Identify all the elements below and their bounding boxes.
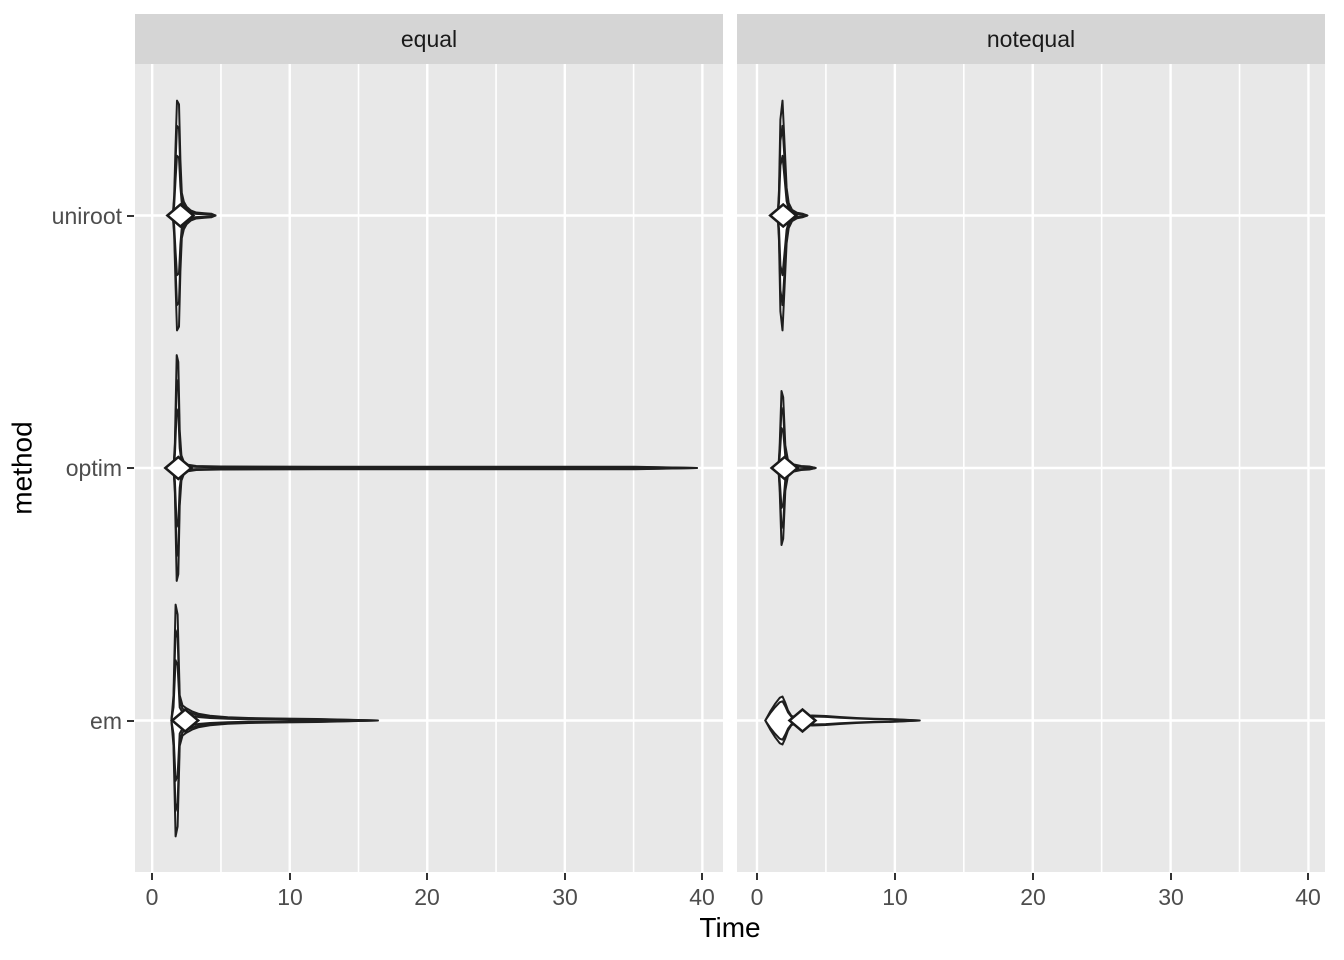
x-tick-mark (1170, 873, 1172, 880)
x-tick-label: 30 (552, 884, 578, 910)
facet-strip-equal: equal (135, 14, 723, 64)
x-tick-mark (894, 873, 896, 880)
x-axis-title: Time (699, 912, 761, 943)
y-tick-mark (127, 467, 134, 469)
facet-strip-label: notequal (986, 25, 1076, 52)
violin-equal-em (170, 659, 379, 782)
mean-diamond-equal-optim (163, 455, 194, 481)
panel-equal (135, 64, 723, 872)
x-tick-label: 10 (882, 884, 908, 910)
x-tick-label: 20 (414, 884, 440, 910)
facet-strip-label: equal (400, 25, 458, 52)
x-tick-mark (701, 873, 703, 880)
x-tick-label: 30 (1158, 884, 1184, 910)
panel-notequal (737, 64, 1325, 872)
x-tick-mark (756, 873, 758, 880)
x-tick-mark (564, 873, 566, 880)
x-tick-label: 40 (1295, 884, 1321, 910)
x-tick-mark (289, 873, 291, 880)
violin-notequal-em (764, 700, 921, 741)
x-tick-label: 20 (1020, 884, 1046, 910)
mean-diamond-notequal-uniroot (768, 202, 799, 229)
violin-equal-optim (172, 408, 698, 528)
x-tick-label: 40 (689, 884, 715, 910)
y-tick-mark (127, 215, 134, 217)
mean-diamond-equal-em (170, 707, 201, 734)
y-tick-label-uniroot: uniroot (51, 203, 122, 229)
x-tick-mark (426, 873, 428, 880)
y-tick-mark (127, 720, 134, 722)
x-tick-label: 0 (145, 884, 159, 910)
y-tick-label-em: em (90, 708, 122, 734)
x-tick-mark (151, 873, 153, 880)
x-tick-label: 10 (277, 884, 303, 910)
facet-strip-notequal: notequal (737, 14, 1325, 64)
mean-diamond-notequal-em (787, 707, 818, 734)
mean-diamond-notequal-optim (769, 455, 800, 481)
x-tick-mark (1307, 873, 1309, 880)
x-tick-mark (1032, 873, 1034, 880)
y-tick-label-optim: optim (65, 455, 122, 481)
x-tick-label: 0 (750, 884, 764, 910)
mean-diamond-equal-uniroot (165, 202, 196, 229)
